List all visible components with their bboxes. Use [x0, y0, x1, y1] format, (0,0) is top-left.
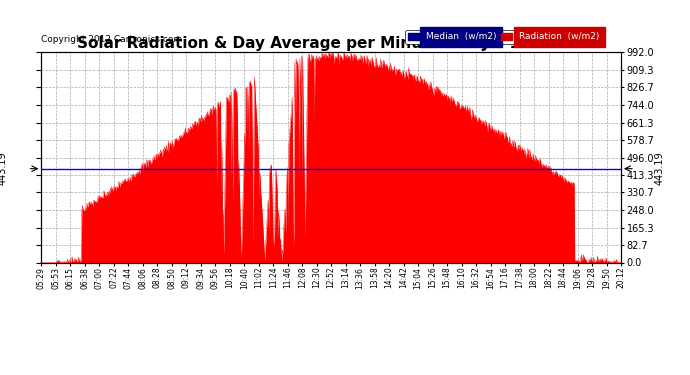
Title: Solar Radiation & Day Average per Minute Thu Jul 12 20:28: Solar Radiation & Day Average per Minute…: [77, 36, 585, 51]
Text: 443.19: 443.19: [0, 152, 8, 186]
Text: Copyright 2012 Cartronics.com: Copyright 2012 Cartronics.com: [41, 35, 183, 44]
Text: 443.19: 443.19: [655, 152, 665, 186]
Legend: Median  (w/m2), Radiation  (w/m2): Median (w/m2), Radiation (w/m2): [405, 30, 602, 44]
